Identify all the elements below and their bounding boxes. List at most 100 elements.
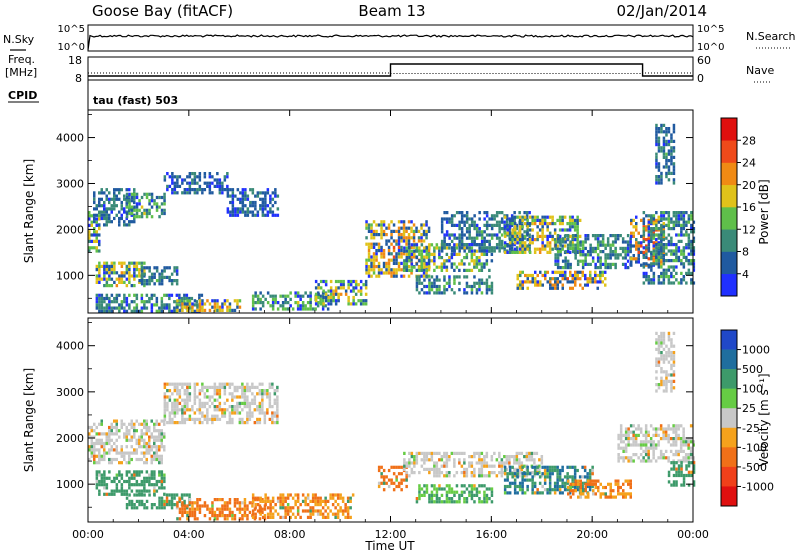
range-cell bbox=[566, 488, 569, 492]
range-cell bbox=[95, 479, 99, 484]
range-cell bbox=[561, 247, 564, 251]
range-cell bbox=[327, 295, 330, 300]
range-cell bbox=[218, 308, 222, 312]
range-cell bbox=[630, 231, 633, 235]
range-cell bbox=[498, 243, 501, 247]
range-cell bbox=[115, 194, 118, 198]
range-cell bbox=[538, 475, 542, 479]
range-cell bbox=[495, 474, 499, 478]
range-cell bbox=[98, 438, 101, 442]
range-cell bbox=[581, 484, 584, 489]
range-cell bbox=[135, 499, 139, 503]
range-cell bbox=[186, 385, 189, 389]
range-cell bbox=[221, 498, 224, 502]
range-cell bbox=[175, 269, 179, 273]
range-cell bbox=[334, 512, 337, 516]
range-cell bbox=[314, 499, 317, 503]
range-cell bbox=[573, 228, 577, 232]
range-cell bbox=[685, 271, 688, 275]
range-cell bbox=[530, 471, 534, 475]
range-cell bbox=[143, 306, 146, 310]
range-cell bbox=[231, 200, 235, 205]
range-cell bbox=[415, 262, 419, 266]
range-cell bbox=[594, 479, 597, 483]
range-cell bbox=[581, 475, 584, 479]
range-cell bbox=[645, 244, 648, 248]
range-cell bbox=[460, 451, 464, 455]
range-cell bbox=[299, 515, 302, 519]
range-cell bbox=[155, 266, 159, 270]
range-cell bbox=[130, 476, 134, 480]
range-cell bbox=[321, 304, 325, 308]
range-cell bbox=[617, 433, 620, 437]
range-cell bbox=[115, 451, 118, 455]
range-cell bbox=[534, 283, 537, 287]
range-cell bbox=[503, 478, 507, 482]
range-cell bbox=[188, 188, 192, 192]
range-cell bbox=[682, 255, 686, 259]
range-cell bbox=[662, 233, 666, 237]
velocity-heatmap bbox=[88, 331, 696, 521]
range-cell bbox=[125, 216, 128, 221]
range-cell bbox=[403, 259, 406, 263]
range-cell bbox=[231, 382, 234, 386]
range-cell bbox=[579, 283, 582, 287]
range-cell bbox=[647, 449, 650, 453]
range-cell bbox=[163, 266, 166, 270]
range-cell bbox=[143, 506, 146, 510]
range-cell bbox=[105, 306, 109, 310]
range-cell bbox=[148, 438, 151, 442]
range-cell bbox=[652, 260, 655, 264]
range-cell bbox=[672, 220, 676, 224]
range-cell bbox=[223, 392, 227, 396]
nave-label: Nave bbox=[746, 64, 774, 77]
range-cell bbox=[390, 229, 393, 233]
range-cell bbox=[175, 272, 179, 276]
range-cell bbox=[103, 448, 106, 452]
range-cell bbox=[407, 226, 411, 230]
range-cell bbox=[130, 300, 134, 304]
range-cell bbox=[125, 215, 129, 219]
range-cell bbox=[510, 246, 514, 250]
range-cell bbox=[579, 270, 582, 274]
range-cell bbox=[597, 485, 600, 490]
range-cell bbox=[548, 247, 552, 251]
range-cell bbox=[153, 275, 156, 279]
range-cell bbox=[525, 451, 529, 455]
range-cell bbox=[140, 438, 143, 442]
range-cell bbox=[183, 293, 186, 297]
range-cell bbox=[626, 243, 630, 247]
range-cell bbox=[468, 230, 471, 234]
range-cell bbox=[665, 162, 668, 166]
range-cell bbox=[110, 422, 113, 426]
range-cell bbox=[168, 275, 171, 279]
range-cell bbox=[599, 277, 602, 281]
range-cell bbox=[256, 385, 259, 389]
range-cell bbox=[133, 197, 136, 201]
range-cell bbox=[521, 286, 524, 290]
range-cell bbox=[558, 218, 562, 222]
range-cell bbox=[665, 143, 668, 147]
range-cell bbox=[284, 496, 287, 500]
range-cell bbox=[538, 458, 541, 462]
range-cell bbox=[279, 503, 282, 507]
range-cell bbox=[655, 249, 658, 253]
range-cell bbox=[508, 491, 512, 495]
range-cell bbox=[584, 259, 587, 263]
range-cell bbox=[417, 239, 421, 243]
range-cell bbox=[657, 443, 660, 447]
range-cell bbox=[670, 171, 673, 175]
range-cell bbox=[178, 308, 182, 312]
range-cell bbox=[339, 493, 342, 497]
range-cell bbox=[652, 217, 656, 221]
range-cell bbox=[687, 217, 691, 221]
range-cell bbox=[138, 441, 141, 446]
range-cell bbox=[647, 238, 650, 242]
range-cell bbox=[198, 299, 202, 303]
range-cell bbox=[243, 395, 247, 399]
range-cell bbox=[450, 262, 454, 266]
range-cell bbox=[680, 211, 683, 215]
range-cell bbox=[538, 481, 542, 485]
range-cell bbox=[637, 433, 640, 437]
range-cell bbox=[584, 256, 587, 260]
